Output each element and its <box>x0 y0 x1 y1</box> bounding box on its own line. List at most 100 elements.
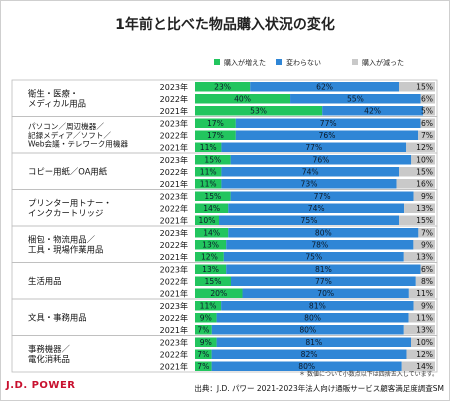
legend-label: 購入が増えた <box>224 58 266 67</box>
bar-segment <box>420 94 435 104</box>
data-label: 70% <box>317 289 334 298</box>
bar-segment <box>413 240 435 250</box>
bar-segment <box>408 288 435 298</box>
category-label: 衛生・医療・ <box>28 88 78 98</box>
category-label: 電化消耗品 <box>28 354 70 364</box>
source-credit: 出典：J.D. パワー 2021-2023年法人向け通販サービス顧客満足度調査S… <box>194 384 444 393</box>
brand-logo: J.D. POWER <box>6 380 76 391</box>
bar-segment <box>221 301 414 311</box>
legend-swatch <box>214 59 220 65</box>
data-label: 76% <box>319 131 336 140</box>
data-label: 7% <box>197 362 209 371</box>
category-label: プリンター用トナー・ <box>28 198 112 208</box>
data-label: 11% <box>200 168 217 177</box>
bar-segment <box>406 142 435 152</box>
data-label: 6% <box>421 265 433 274</box>
data-label: 9% <box>421 192 433 201</box>
data-label: 7% <box>421 131 433 140</box>
data-label: 75% <box>301 216 318 225</box>
bar-segment <box>404 203 435 213</box>
data-label: 13% <box>416 326 433 335</box>
bar-segment <box>228 203 405 213</box>
bar-segment <box>195 118 236 128</box>
data-label: 11% <box>416 314 433 323</box>
data-label: 16% <box>416 180 433 189</box>
bar-segment <box>195 276 231 286</box>
bar-segment <box>413 191 435 201</box>
bar-segment <box>231 276 416 286</box>
data-label: 10% <box>416 156 433 165</box>
bar-segment <box>230 155 412 165</box>
data-label: 7% <box>197 350 209 359</box>
category-label: 記録メディア／ソフト／ <box>28 130 111 140</box>
bar-segment <box>211 361 402 371</box>
bar-segment <box>216 313 409 323</box>
data-label: 10% <box>199 216 216 225</box>
year-label: 2022年 <box>160 131 188 141</box>
bar-segment <box>250 82 399 92</box>
data-label: 11% <box>200 143 217 152</box>
data-label: 77% <box>315 277 332 286</box>
year-label: 2022年 <box>160 94 188 104</box>
year-label: 2023年 <box>160 338 188 348</box>
data-label: 12% <box>201 253 218 262</box>
year-label: 2021年 <box>160 289 188 299</box>
year-label: 2021年 <box>160 143 188 153</box>
data-label: 53% <box>250 107 267 116</box>
bar-segment <box>406 349 435 359</box>
bar-segment <box>195 361 212 371</box>
group-border <box>11 335 438 373</box>
bar-segment <box>226 264 421 274</box>
data-label: 14% <box>203 229 220 238</box>
rounding-note: ＊ 数値について小数点以下は四捨五入しています。 <box>299 371 438 378</box>
data-label: 77% <box>305 143 322 152</box>
data-label: 15% <box>205 277 222 286</box>
data-label: 80% <box>304 314 321 323</box>
year-label: 2021年 <box>160 216 188 226</box>
data-label: 11% <box>416 289 433 298</box>
category-label: 事務機器／ <box>28 344 70 354</box>
data-label: 74% <box>308 204 325 213</box>
bar-segment <box>403 252 435 262</box>
bar-segment <box>226 240 414 250</box>
bar-segment <box>403 325 435 335</box>
data-label: 13% <box>416 204 433 213</box>
data-label: 11% <box>200 302 217 311</box>
bar-segment <box>195 337 217 347</box>
bar-segment <box>195 179 222 189</box>
data-label: 9% <box>200 338 212 347</box>
bar-segment <box>195 142 222 152</box>
bar-segment <box>195 155 231 165</box>
year-label: 2021年 <box>160 325 188 335</box>
category-label: コピー用紙／OA用紙 <box>28 166 108 176</box>
bar-segment <box>228 228 419 238</box>
data-label: 6% <box>421 95 433 104</box>
data-label: 14% <box>203 204 220 213</box>
category-label: パソコン／周辺機器／ <box>28 121 104 131</box>
bar-segment <box>211 325 404 335</box>
category-label: 生活用品 <box>28 276 62 286</box>
data-label: 15% <box>416 168 433 177</box>
data-label: 40% <box>234 95 251 104</box>
year-label: 2023年 <box>160 82 188 92</box>
year-label: 2022年 <box>160 313 188 323</box>
data-label: 9% <box>421 241 433 250</box>
bar-segment <box>211 349 407 359</box>
bar-segment <box>195 167 222 177</box>
bar-segment <box>195 288 243 298</box>
data-label: 73% <box>301 180 318 189</box>
bar-segment <box>399 215 435 225</box>
legend-label: 変わらない <box>286 58 321 67</box>
year-label: 2021年 <box>160 362 188 372</box>
data-label: 11% <box>200 180 217 189</box>
category-label: 工具・現場作業用品 <box>28 244 103 254</box>
bar-segment <box>195 313 217 323</box>
year-label: 2021年 <box>160 179 188 189</box>
year-label: 2023年 <box>160 301 188 311</box>
bar-segment <box>195 228 229 238</box>
data-label: 62% <box>316 83 333 92</box>
year-label: 2023年 <box>160 119 188 129</box>
data-label: 15% <box>204 156 221 165</box>
category-label: メディカル用品 <box>28 98 86 108</box>
